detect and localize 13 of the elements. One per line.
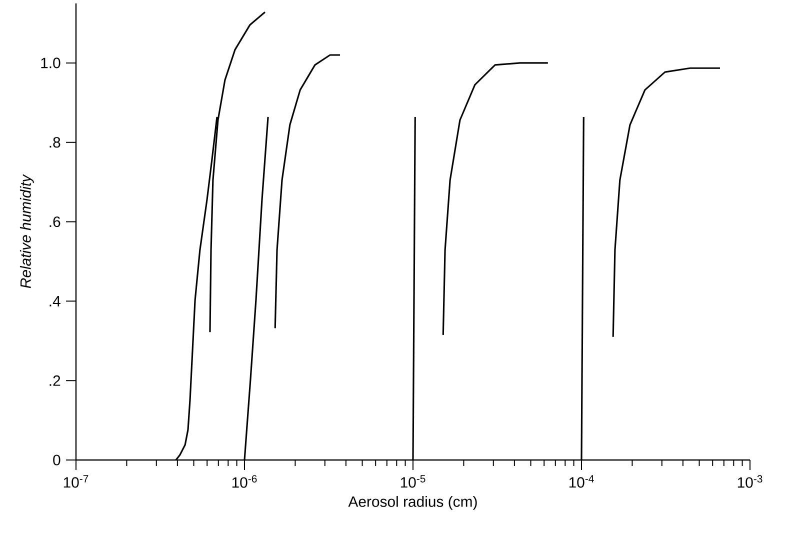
x-axis-title: Aerosol radius (cm) <box>348 496 477 510</box>
y-tick-label: .4 <box>50 296 60 306</box>
x-tick-label: 10$^{-4}$ <box>569 475 594 488</box>
y-tick-label: .6 <box>50 216 60 228</box>
y-tick-label: 0 <box>53 454 60 466</box>
x-tick-label: 10$^{-3}$ <box>738 475 762 488</box>
x-tick-label: 10$^{-5}$ <box>400 475 426 488</box>
y-axis-title: Relative humidity <box>20 174 34 288</box>
x-tick-label: 10$^{-6}$ <box>232 475 257 488</box>
x-tick-label: 10$^{-7}$ <box>64 475 88 488</box>
y-tick-label: 1.0 <box>41 58 60 68</box>
y-tick-label: .8 <box>50 137 60 148</box>
y-tick-label: .2 <box>50 375 60 386</box>
